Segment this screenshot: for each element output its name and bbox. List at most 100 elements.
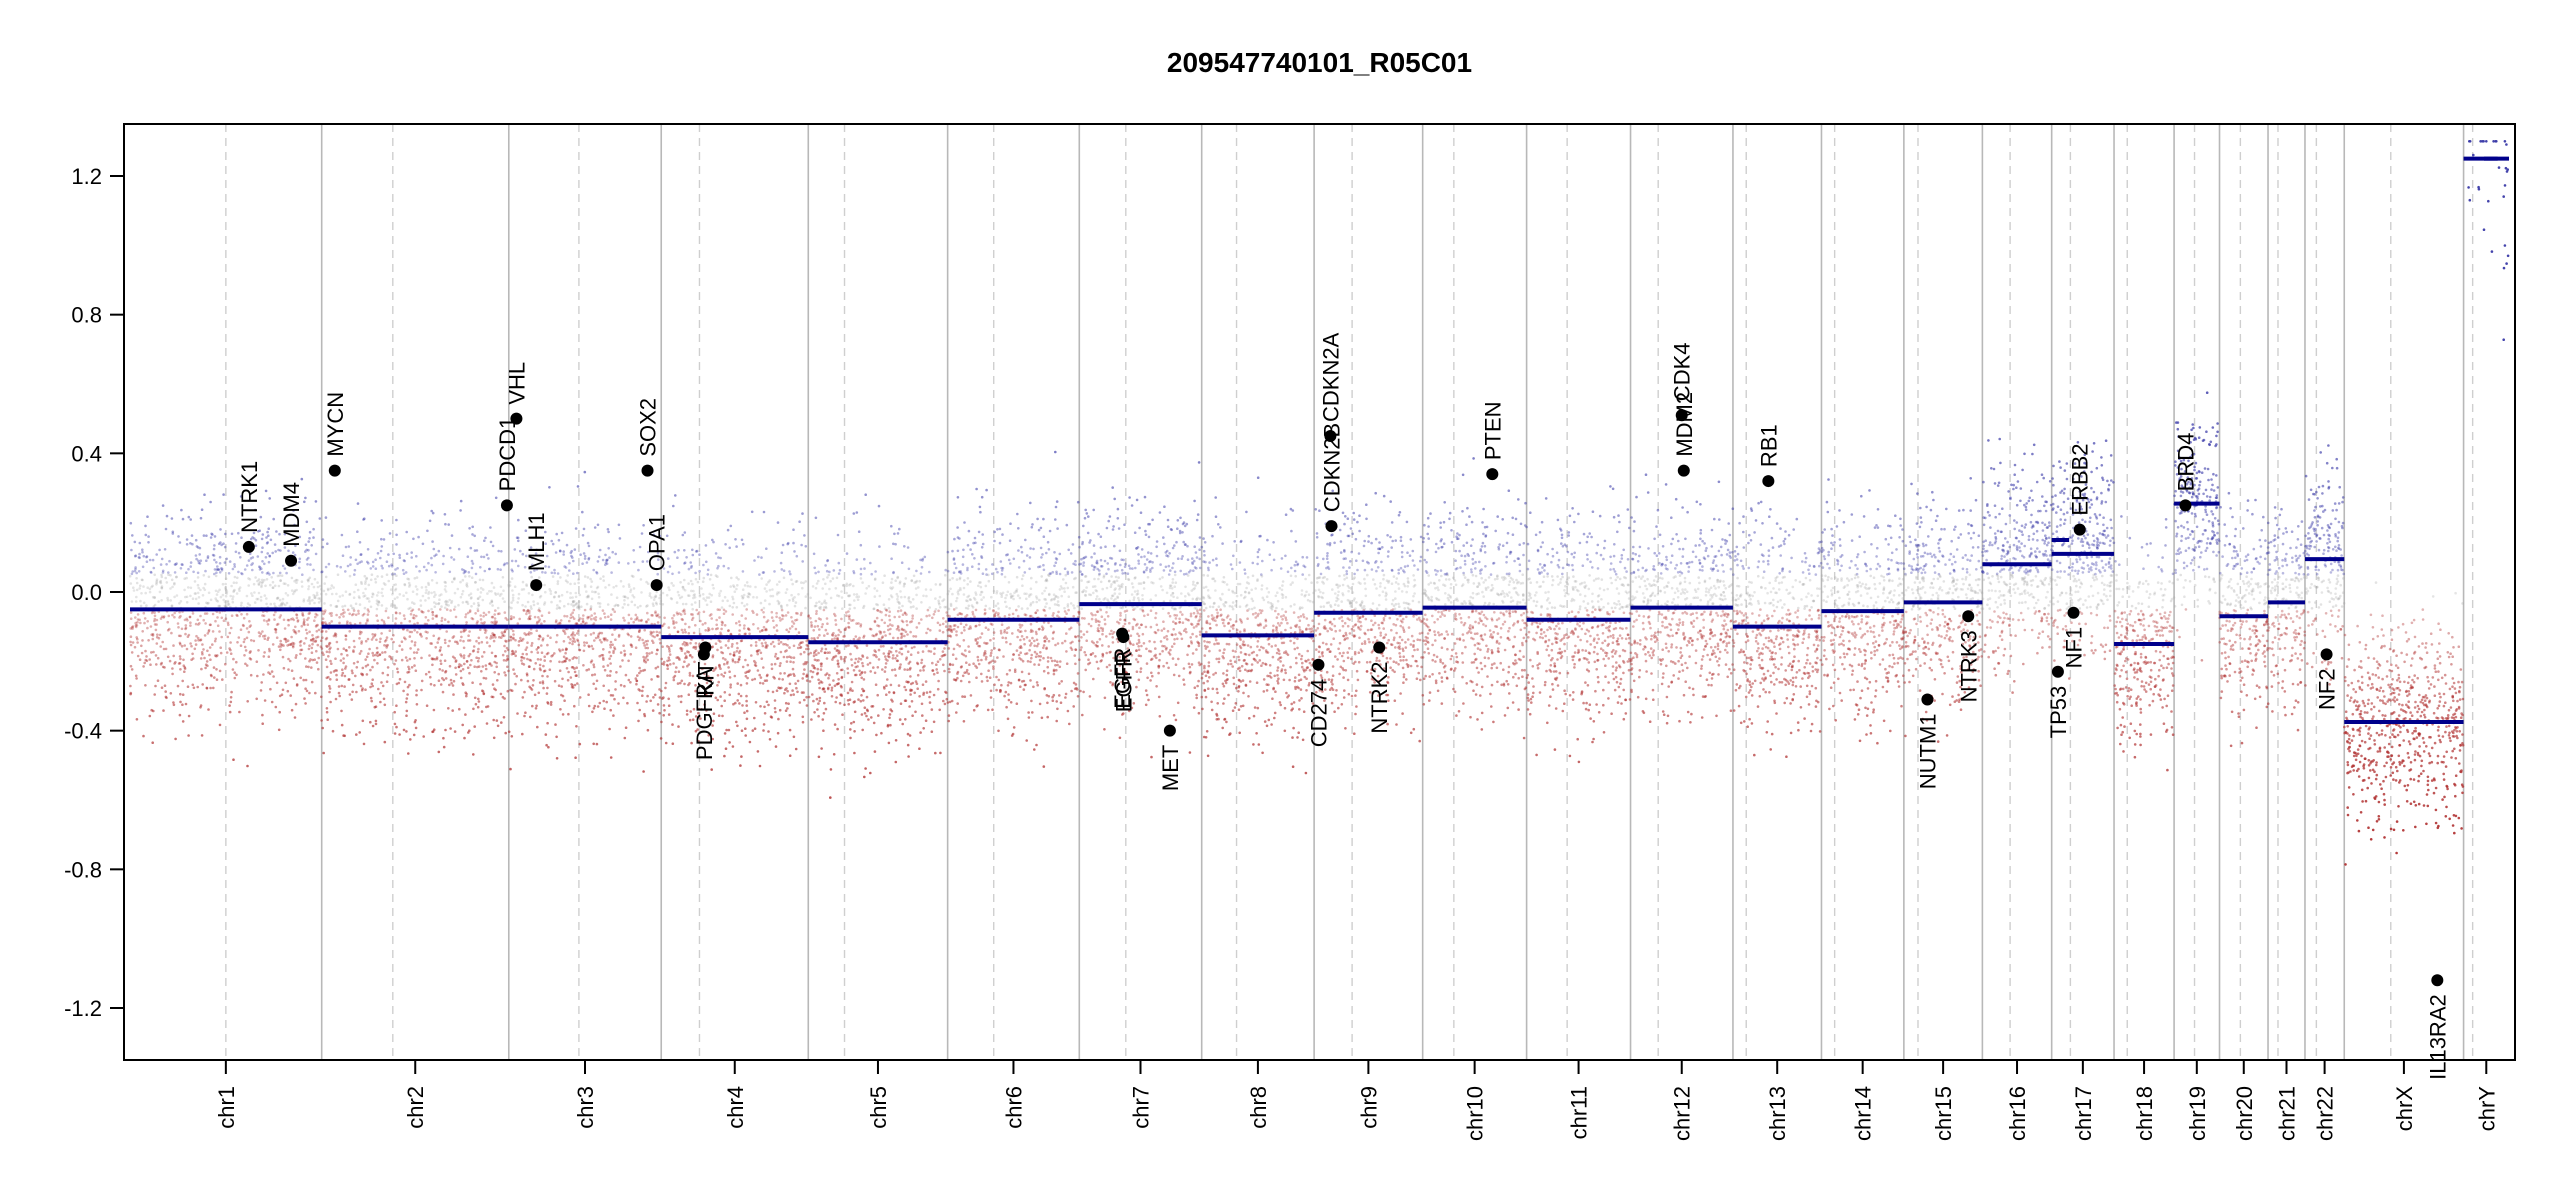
probe-dot	[863, 775, 866, 779]
probe-dot	[845, 582, 849, 586]
probe-dot	[898, 718, 902, 721]
probe-dot	[376, 552, 380, 555]
probe-dot	[471, 650, 475, 653]
probe-dot	[306, 578, 310, 582]
probe-dot	[887, 652, 890, 655]
probe-dot	[1065, 662, 1069, 665]
probe-dot	[135, 636, 138, 639]
probe-dot	[131, 570, 134, 573]
probe-dot	[824, 605, 828, 609]
probe-dot	[966, 543, 970, 547]
probe-dot	[160, 585, 164, 588]
probe-dot	[995, 675, 998, 679]
probe-dot	[883, 621, 886, 625]
probe-dot	[262, 673, 265, 676]
probe-dot	[275, 597, 279, 600]
probe-dot	[969, 548, 972, 551]
probe-dot	[493, 617, 497, 620]
probe-dot	[1000, 572, 1004, 576]
probe-dot	[914, 635, 918, 638]
probe-dot	[764, 627, 768, 631]
probe-dot	[401, 568, 405, 572]
probe-dot	[160, 686, 164, 689]
probe-dot	[439, 608, 442, 611]
probe-dot	[911, 598, 915, 601]
probe-dot	[687, 663, 691, 666]
probe-dot	[499, 568, 502, 571]
probe-dot	[224, 582, 227, 586]
probe-dot	[846, 667, 849, 670]
probe-dot	[788, 754, 792, 757]
probe-dot	[211, 533, 214, 536]
probe-dot	[468, 671, 471, 675]
probe-dot	[567, 602, 570, 606]
probe-dot	[150, 708, 153, 712]
probe-dot	[257, 578, 261, 581]
probe-dot	[702, 576, 706, 580]
probe-dot	[765, 646, 768, 649]
probe-dot	[324, 630, 328, 633]
probe-dot	[406, 628, 409, 632]
probe-dot	[788, 714, 792, 717]
probe-dot	[207, 630, 211, 633]
probe-dot	[743, 604, 746, 608]
probe-dot	[938, 603, 941, 606]
probe-dot	[1045, 637, 1049, 640]
probe-dot	[473, 696, 477, 700]
probe-dot	[160, 661, 163, 665]
probe-dot	[904, 688, 908, 692]
probe-dot	[363, 574, 367, 578]
probe-dot	[338, 595, 342, 598]
probe-dot	[471, 525, 475, 529]
probe-dot	[879, 632, 882, 635]
probe-dot	[151, 584, 154, 588]
probe-dot	[1025, 652, 1029, 655]
probe-dot	[687, 632, 691, 635]
probe-dot	[762, 510, 766, 514]
probe-dot	[573, 548, 577, 551]
probe-dot	[369, 685, 372, 689]
probe-dot	[519, 636, 522, 640]
probe-dot	[443, 580, 447, 584]
probe-dot	[167, 573, 170, 576]
probe-dot	[903, 668, 906, 671]
probe-dot	[831, 577, 835, 580]
probe-dot	[752, 595, 755, 599]
probe-dot	[860, 713, 864, 716]
probe-dot	[579, 617, 582, 620]
probe-dot	[133, 540, 137, 544]
probe-dot	[578, 648, 582, 652]
probe-dot	[585, 668, 588, 672]
probe-dot	[257, 631, 261, 634]
probe-dot	[853, 599, 856, 602]
probe-dot	[597, 601, 600, 605]
probe-dot	[941, 650, 945, 653]
probe-dot	[736, 584, 739, 587]
probe-dot	[776, 657, 780, 660]
probe-dot	[479, 682, 482, 686]
probe-dot	[555, 757, 559, 760]
probe-dot	[374, 719, 378, 723]
probe-dot	[491, 683, 495, 686]
probe-dot	[369, 567, 373, 570]
probe-dot	[150, 585, 153, 589]
probe-dot	[745, 603, 749, 606]
probe-dot	[875, 616, 879, 620]
probe-dot	[189, 624, 192, 627]
probe-dot	[422, 735, 426, 738]
probe-dot	[416, 631, 419, 634]
probe-dot	[141, 565, 145, 569]
probe-dot	[472, 645, 476, 648]
probe-dot	[698, 594, 702, 598]
probe-dot	[167, 571, 170, 574]
probe-dot	[482, 555, 486, 559]
probe-dot	[503, 671, 506, 674]
probe-dot	[585, 602, 589, 606]
probe-dot	[677, 725, 680, 728]
probe-dot	[374, 581, 378, 584]
probe-dot	[953, 562, 956, 565]
probe-dot	[721, 599, 725, 603]
probe-dot	[508, 605, 511, 609]
probe-dot	[932, 613, 936, 616]
probe-dot	[266, 541, 270, 544]
